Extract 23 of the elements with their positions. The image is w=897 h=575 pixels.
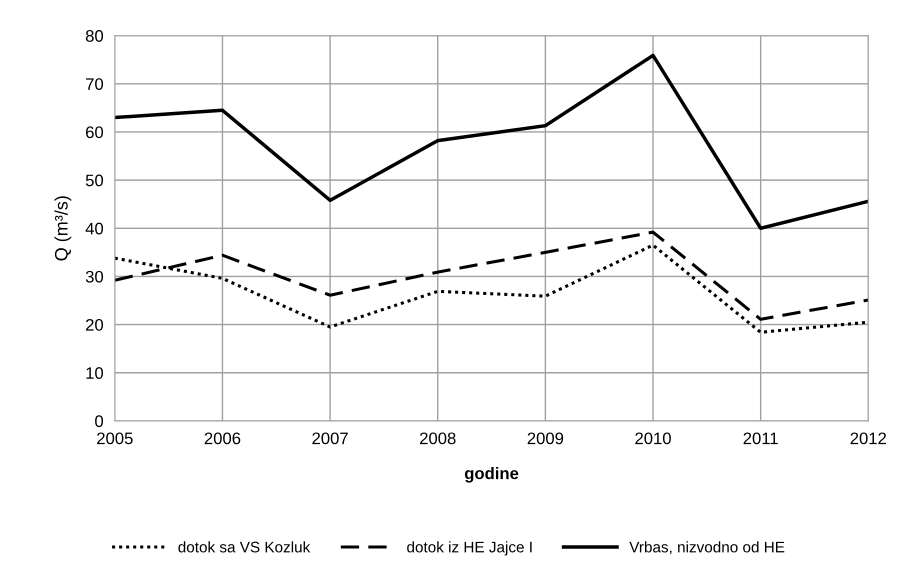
legend-label: dotok iz HE Jajce I xyxy=(407,541,532,556)
x-tick-label: 2010 xyxy=(635,432,671,444)
y-tick-label: 50 xyxy=(86,174,104,186)
x-axis-title: godine xyxy=(464,466,518,483)
x-tick-label: 2005 xyxy=(97,432,133,444)
y-tick-label: 30 xyxy=(86,270,104,283)
line-series xyxy=(114,54,868,230)
legend-label: Vrbas, nizvodno od HE xyxy=(629,541,784,554)
x-tick-label: 2006 xyxy=(204,432,240,444)
y-tick-label: 40 xyxy=(86,222,104,234)
x-tick-label: 2008 xyxy=(420,432,456,444)
y-axis-title: Q (m³/s) xyxy=(54,196,72,261)
y-tick-label: 0 xyxy=(95,415,104,428)
x-tick-label: 2011 xyxy=(744,432,778,444)
y-tick-label: 10 xyxy=(86,367,104,379)
x-tick-label: 2009 xyxy=(528,432,564,444)
y-tick-label: 20 xyxy=(86,318,104,331)
y-tick-label: 80 xyxy=(86,30,104,42)
y-tick-label: 70 xyxy=(86,78,104,90)
x-tick-label: 2012 xyxy=(850,432,886,444)
y-tick-label: 60 xyxy=(86,126,104,138)
x-tick-label: 2007 xyxy=(312,432,348,444)
legend-label: dotok sa VS Kozluk xyxy=(178,541,310,552)
